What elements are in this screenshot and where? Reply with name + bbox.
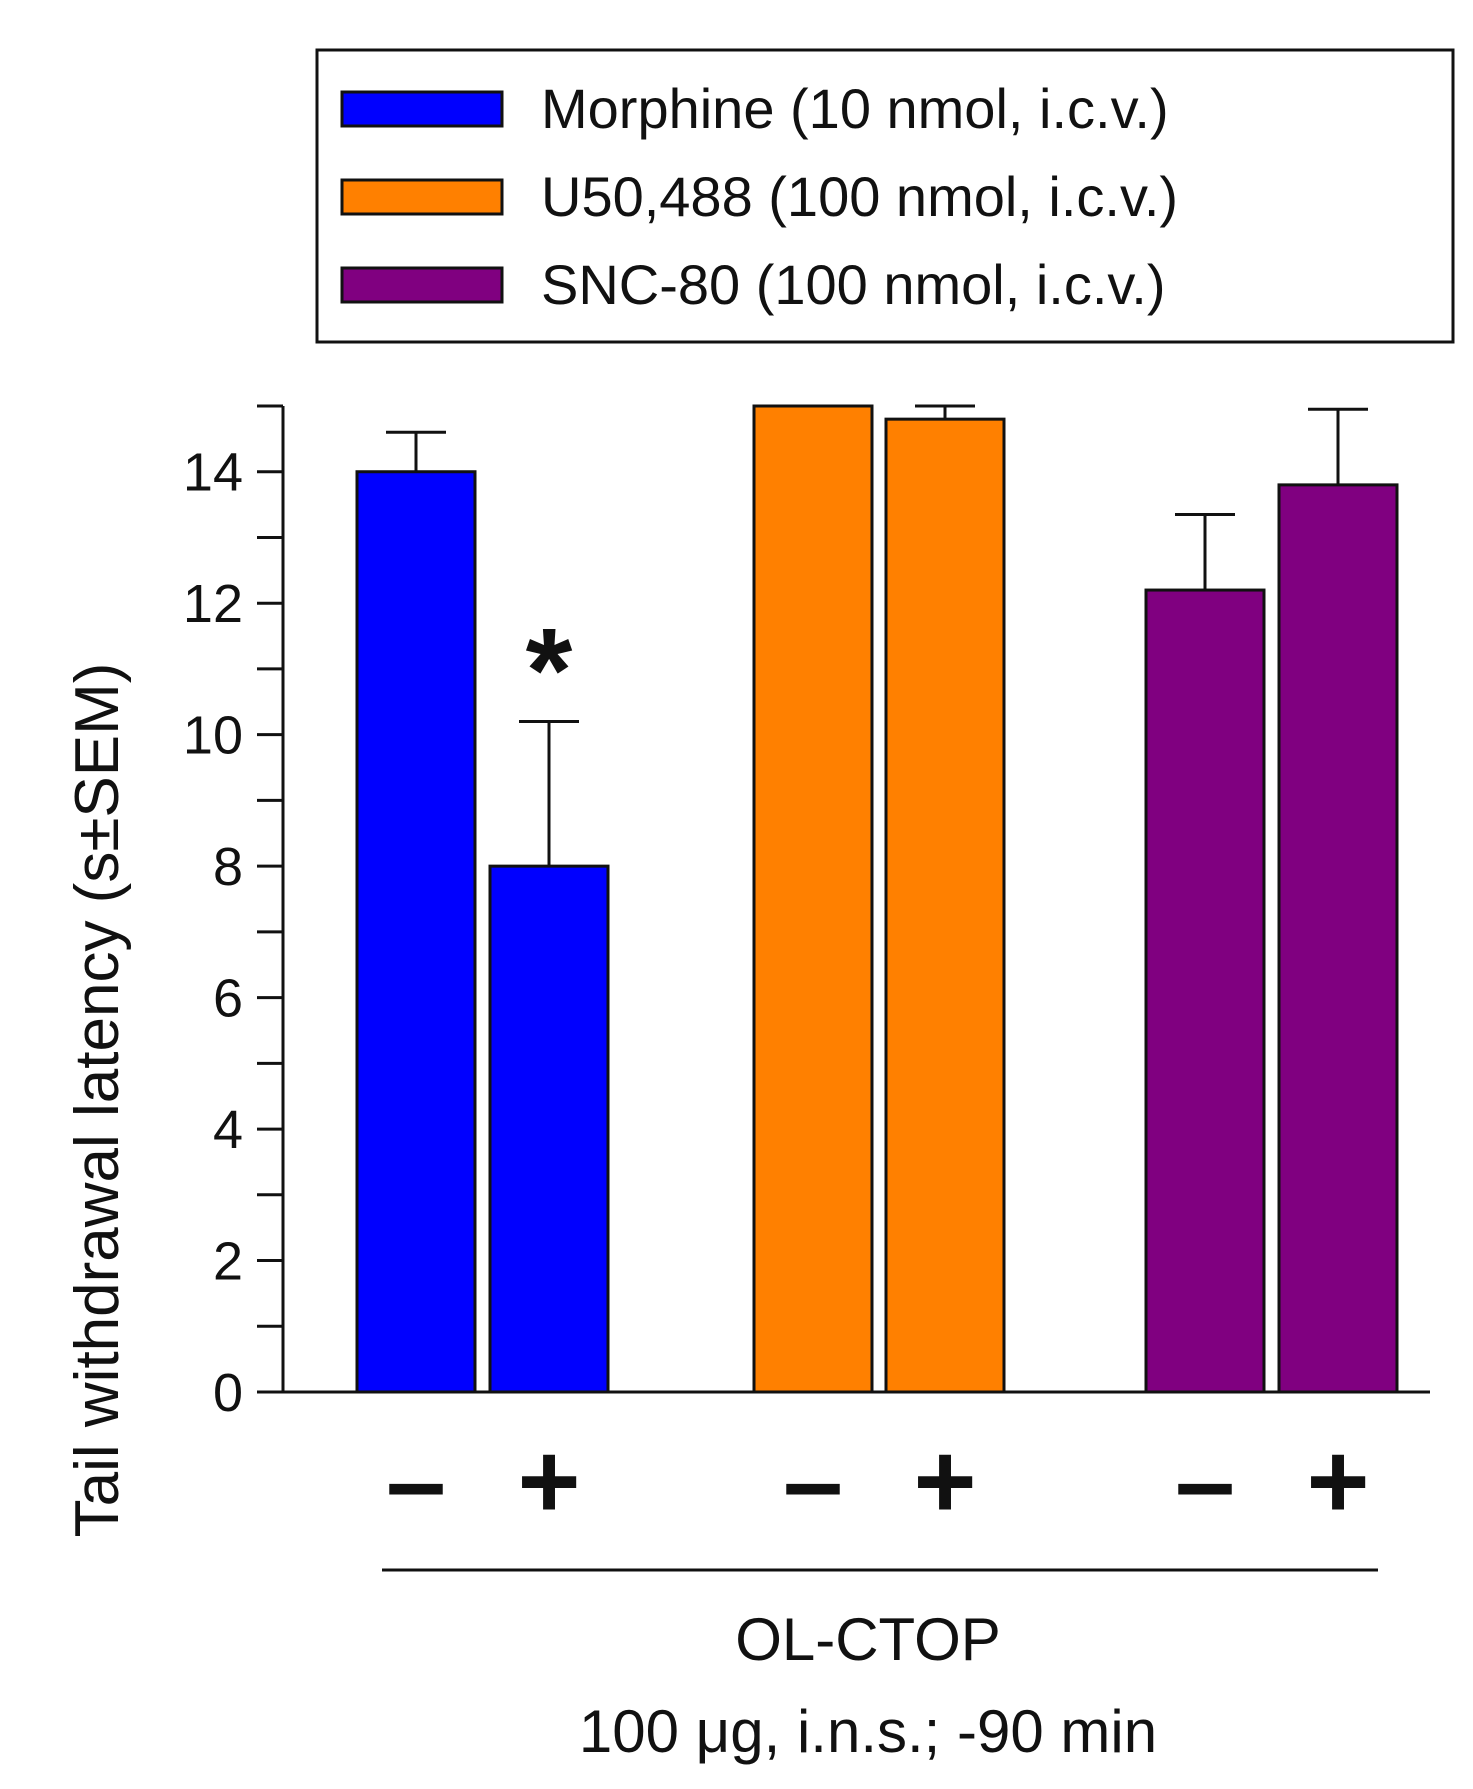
legend-entry: SNC-80 (100 nmol, i.c.v.) xyxy=(541,253,1165,316)
y-tick-label: 6 xyxy=(213,969,243,1029)
bar xyxy=(884,417,1006,1394)
bar xyxy=(1144,588,1266,1394)
bars: * xyxy=(355,404,1399,1394)
treatment-sign-label: – xyxy=(1175,1420,1235,1541)
bar xyxy=(355,470,477,1394)
y-tick-label: 4 xyxy=(213,1100,243,1160)
axes: 0 2 4 6 8 10 12 14 Tail withdrawal latency (s±SE… xyxy=(63,404,1430,1538)
treatment-sign-label: – xyxy=(783,1420,843,1541)
legend-entry: U50,488 (100 nmol, i.c.v.) xyxy=(541,165,1178,228)
legend-swatch xyxy=(340,178,504,216)
significance-asterisk: * xyxy=(526,604,573,738)
y-axis-label: Tail withdrawal latency (s±SEM) xyxy=(63,663,132,1538)
treatment-sign-label: – xyxy=(386,1420,446,1541)
treatment-sign-label: + xyxy=(517,1420,580,1541)
treatment-sign-label: + xyxy=(913,1420,976,1541)
treatment-sign-label: + xyxy=(1306,1420,1369,1541)
legend-swatch xyxy=(340,266,504,304)
legend-box xyxy=(315,48,1455,344)
y-tick-label: 0 xyxy=(213,1363,243,1423)
treatment-label: OL-CTOP xyxy=(735,1606,1001,1673)
legend-swatch xyxy=(340,90,504,128)
treatment-detail: 100 μg, i.n.s.; -90 min xyxy=(579,1698,1157,1765)
y-tick-label: 12 xyxy=(183,574,243,634)
bar xyxy=(1277,483,1399,1394)
bar xyxy=(488,864,610,1394)
y-tick-label: 8 xyxy=(213,837,243,897)
y-tick-label: 10 xyxy=(183,706,243,766)
y-tick-label: 2 xyxy=(213,1232,243,1292)
legend: Morphine (10 nmol, i.c.v.) U50,488 (100 n… xyxy=(315,48,1455,344)
y-tick-label: 14 xyxy=(183,443,243,503)
legend-entry: Morphine (10 nmol, i.c.v.) xyxy=(541,77,1169,140)
bar xyxy=(752,404,874,1394)
